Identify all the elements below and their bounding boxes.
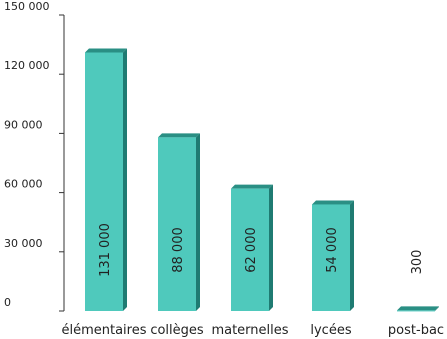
bar-top: [158, 133, 200, 138]
y-tick-label: 30 000: [4, 237, 43, 250]
y-tick-label: 0: [4, 296, 11, 309]
data-label: 88 000: [171, 227, 186, 273]
y-tick-label: 120 000: [4, 59, 50, 72]
bar-side: [196, 133, 200, 311]
category-label: lycées: [310, 323, 351, 338]
bar-side: [350, 200, 354, 311]
labels: 131 000 élémentaires 88 000 collèges 62 000 m…: [61, 223, 444, 338]
bar-face: [85, 52, 123, 311]
data-label: 300: [410, 250, 425, 275]
y-tick-label: 60 000: [4, 178, 43, 191]
bar-side: [269, 184, 273, 311]
bar: [158, 133, 200, 311]
bar-top: [397, 306, 439, 311]
bar-face: [312, 204, 350, 311]
bar: [397, 306, 439, 312]
y-axis: 0 30 000 60 000 90 000 120 000 150 000: [4, 0, 65, 312]
category-label: maternelles: [211, 323, 288, 338]
data-label: 54 000: [325, 227, 340, 273]
y-tick-label: 90 000: [4, 118, 43, 131]
bars: [85, 48, 439, 312]
bar-top: [85, 48, 127, 53]
bar-side: [435, 306, 439, 311]
bar: [231, 184, 273, 311]
bar-face: [397, 310, 435, 312]
y-tick-label: 150 000: [4, 0, 50, 13]
category-label: collèges: [150, 323, 204, 338]
data-label: 62 000: [244, 227, 259, 273]
bar-face: [158, 137, 196, 311]
category-label: élémentaires: [61, 323, 146, 338]
data-label: 131 000: [98, 223, 113, 277]
bar-top: [312, 200, 354, 205]
category-label: post-bac: [388, 323, 444, 338]
bar-side: [123, 48, 127, 311]
bar: [85, 48, 127, 311]
bar-top: [231, 184, 273, 189]
bar-face: [231, 188, 269, 311]
bar: [312, 200, 354, 311]
